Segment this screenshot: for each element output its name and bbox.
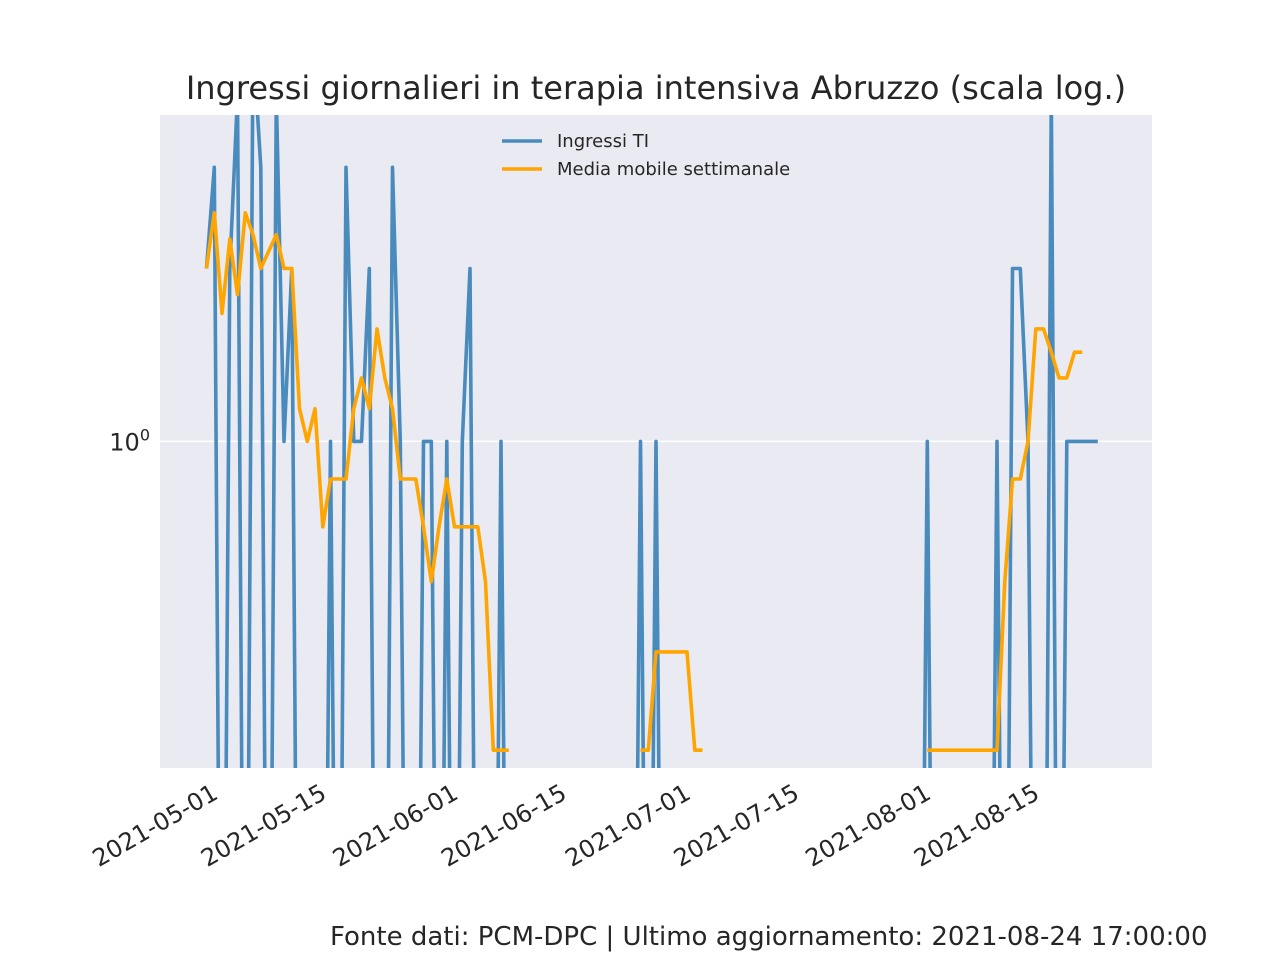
- x-axis-ticks: 2021-05-012021-05-152021-06-012021-06-15…: [88, 779, 1044, 873]
- y-tick-label: 100: [109, 425, 150, 456]
- legend-label: Ingressi TI: [557, 131, 649, 152]
- legend-label: Media mobile settimanale: [557, 159, 790, 180]
- series-line-ingressi-ti: [204, 115, 1098, 768]
- series-line-media-mobile: [927, 327, 1083, 753]
- footer-source: Fonte dati: PCM-DPC | Ultimo aggiornamen…: [330, 922, 1208, 952]
- y-axis-ticks: 100: [109, 425, 150, 456]
- series-line-media-mobile: [640, 650, 703, 753]
- legend: Ingressi TI Media mobile settimanale: [502, 131, 790, 180]
- series-layer: [204, 115, 1098, 768]
- series-line-media-mobile: [204, 211, 509, 753]
- chart-title: Ingressi giornalieri in terapia intensiv…: [186, 69, 1126, 107]
